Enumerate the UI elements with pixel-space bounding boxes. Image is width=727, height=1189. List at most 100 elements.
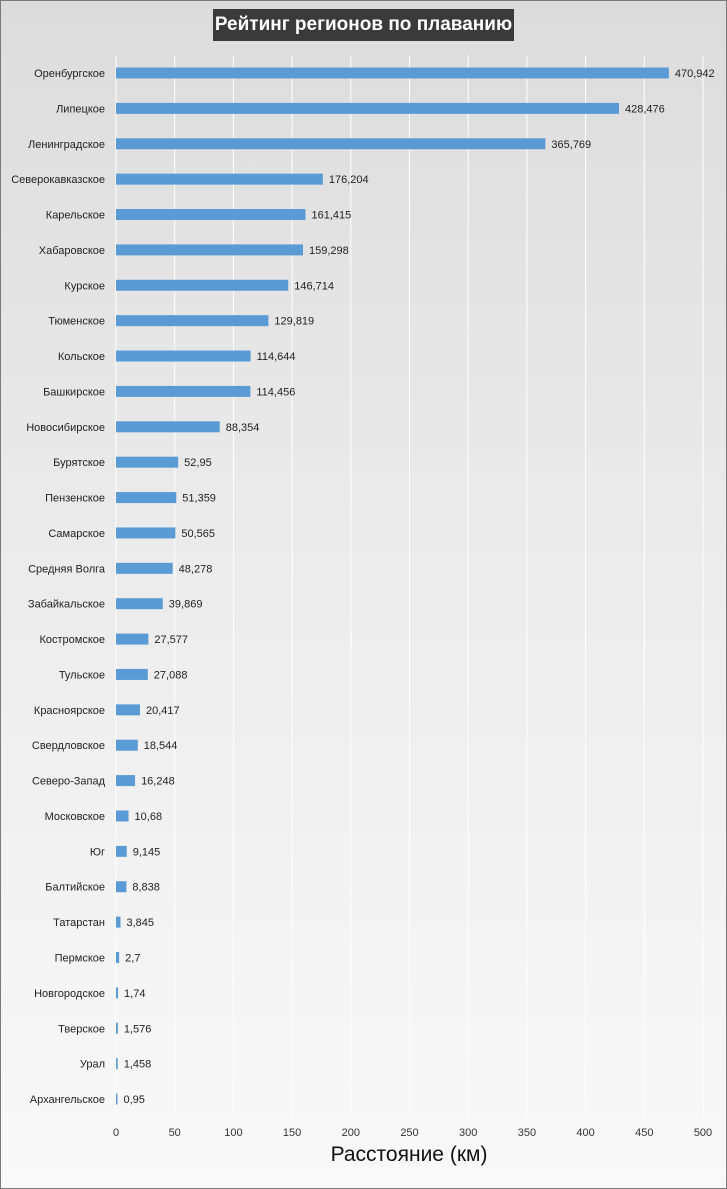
bar (116, 456, 179, 468)
category-label: Бурятское (53, 457, 105, 469)
category-label: Кольское (58, 351, 105, 363)
category-label: Тюменское (48, 316, 105, 328)
x-tick-label: 400 (576, 1127, 594, 1139)
data-label: 18,544 (144, 740, 178, 752)
bar (116, 67, 669, 79)
bar (116, 562, 173, 574)
bar (116, 845, 127, 857)
x-tick-label: 250 (400, 1127, 418, 1139)
data-label: 146,714 (294, 280, 334, 292)
bar (116, 1022, 118, 1034)
x-tick-label: 200 (342, 1127, 360, 1139)
data-label: 51,359 (182, 493, 216, 505)
category-label: Красноярское (34, 705, 105, 717)
x-tick-label: 0 (113, 1127, 119, 1139)
bar (116, 102, 620, 114)
category-label: Карельское (46, 210, 105, 222)
x-tick-label: 50 (169, 1127, 181, 1139)
chart-title: Рейтинг регионов по плаванию (213, 9, 514, 41)
data-label: 88,354 (226, 422, 260, 434)
x-tick-label: 300 (459, 1127, 477, 1139)
data-label: 20,417 (146, 705, 180, 717)
bar (116, 775, 136, 787)
x-tick-label: 150 (283, 1127, 301, 1139)
bar (116, 315, 269, 327)
category-label: Северо-Запад (32, 776, 106, 788)
bar (116, 952, 120, 963)
data-label: 1,74 (124, 988, 145, 1000)
bar (116, 704, 140, 716)
bar (116, 244, 304, 256)
bar (116, 385, 251, 397)
bar (116, 598, 163, 610)
bar (116, 916, 121, 928)
bar (116, 633, 149, 645)
data-label: 9,145 (133, 846, 161, 858)
data-label: 27,577 (154, 634, 188, 646)
data-label: 1,576 (124, 1023, 152, 1035)
category-label: Костромское (39, 634, 105, 646)
bar (116, 421, 220, 433)
category-label: Хабаровское (39, 245, 105, 257)
category-label: Оренбургское (34, 68, 105, 80)
category-label: Балтийское (45, 882, 105, 894)
bar (116, 881, 127, 893)
data-label: 10,68 (135, 811, 163, 823)
bar (116, 350, 251, 362)
category-label: Юг (90, 846, 105, 858)
data-label: 161,415 (312, 210, 352, 222)
data-label: 52,95 (184, 457, 212, 469)
category-label: Липецкое (56, 103, 105, 115)
bar (116, 987, 119, 999)
data-label: 27,088 (154, 669, 188, 681)
data-label: 39,869 (169, 599, 203, 611)
bar (116, 1058, 118, 1070)
data-label: 3,845 (127, 917, 155, 929)
bar (116, 492, 177, 504)
data-label: 428,476 (625, 103, 665, 115)
bar (116, 279, 289, 291)
data-label: 114,456 (256, 386, 295, 398)
bar (116, 209, 306, 221)
bar (116, 138, 546, 150)
category-label: Татарстан (53, 917, 105, 929)
category-label: Самарское (48, 528, 105, 540)
category-label: Свердловское (32, 740, 105, 752)
category-label: Архангельское (30, 1094, 105, 1106)
x-tick-label: 450 (635, 1127, 653, 1139)
category-label: Новгородское (34, 988, 105, 1000)
category-label: Пермское (55, 953, 105, 965)
x-tick-label: 100 (224, 1127, 242, 1139)
x-axis-label: Расстояние (км) (330, 1143, 488, 1166)
data-label: 470,942 (675, 68, 715, 80)
data-label: 50,565 (181, 528, 215, 540)
bar (116, 810, 129, 822)
category-label: Московское (45, 811, 105, 823)
data-label: 114,644 (257, 351, 296, 363)
data-label: 48,278 (179, 563, 213, 575)
data-label: 2,7 (125, 953, 140, 965)
data-label: 0,95 (124, 1094, 145, 1106)
category-label: Урал (80, 1059, 105, 1071)
category-label: Новосибирское (26, 422, 105, 434)
category-label: Северокавказское (11, 174, 105, 186)
category-label: Забайкальское (28, 599, 105, 611)
bar (116, 173, 323, 185)
data-label: 16,248 (141, 776, 175, 788)
data-label: 129,819 (274, 316, 314, 328)
bar (116, 668, 148, 680)
category-label: Средняя Волга (28, 563, 106, 575)
bar (116, 739, 138, 751)
data-label: 1,458 (124, 1059, 152, 1071)
category-label: Тверское (58, 1023, 105, 1035)
category-label: Курское (64, 280, 105, 292)
data-label: 8,838 (132, 882, 160, 894)
category-label: Башкирское (43, 386, 105, 398)
data-label: 176,204 (329, 174, 369, 186)
category-label: Тульское (59, 669, 105, 681)
x-tick-label: 500 (694, 1127, 712, 1139)
bar (116, 1093, 118, 1105)
data-label: 365,769 (551, 139, 591, 151)
